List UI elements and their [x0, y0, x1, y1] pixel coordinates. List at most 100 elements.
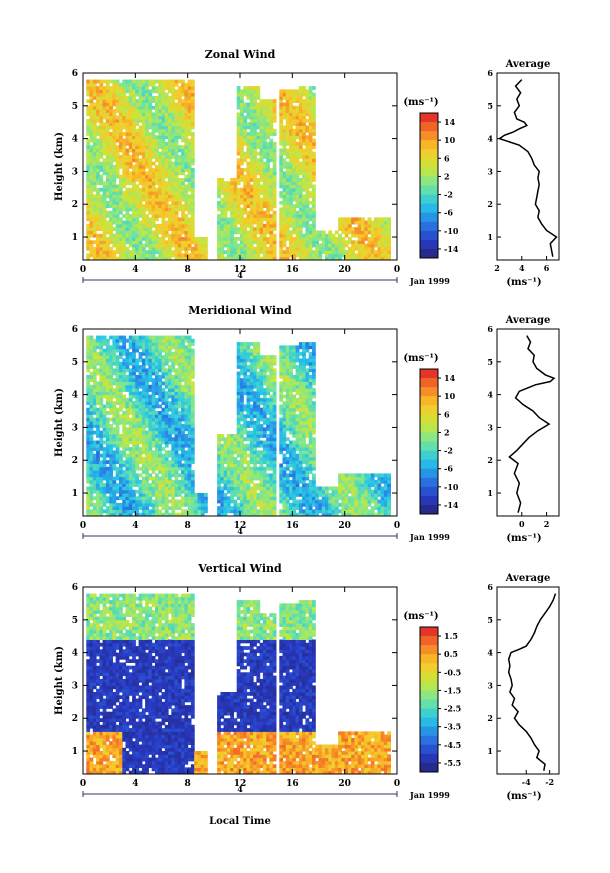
heatmap-cell: [256, 96, 261, 100]
heatmap-cell: [96, 335, 100, 340]
heatmap-cell: [145, 397, 149, 402]
heatmap-cell: [115, 368, 120, 373]
heatmap-cell: [351, 256, 355, 260]
heatmap-cell: [347, 223, 352, 228]
heatmap-cell: [119, 141, 123, 146]
heatmap-cell: [292, 145, 297, 149]
heatmap-cell: [86, 342, 91, 346]
heatmap-cell: [158, 253, 162, 258]
heatmap-cell: [204, 243, 208, 248]
heatmap-cell: [354, 233, 359, 238]
heatmap-cell: [226, 243, 231, 248]
heatmap-cell: [132, 109, 136, 113]
heatmap-cell: [115, 246, 120, 251]
heatmap-cell: [109, 161, 113, 166]
heatmap-cell: [285, 174, 290, 179]
heatmap-cell: [249, 243, 254, 248]
heatmap-cell: [308, 135, 313, 140]
heatmap-cell: [370, 233, 375, 238]
heatmap-cell: [194, 253, 198, 258]
heatmap-cell: [236, 171, 241, 176]
heatmap-cell: [128, 434, 133, 438]
heatmap-cell: [132, 220, 136, 225]
heatmap-cell: [138, 240, 143, 245]
heatmap-cell: [298, 148, 303, 153]
heatmap-cell: [262, 132, 267, 136]
heatmap-cell: [282, 253, 287, 258]
heatmap-cell: [99, 207, 104, 212]
heatmap-cell: [148, 483, 153, 487]
heatmap-cell: [99, 434, 104, 438]
heatmap-cell: [135, 191, 140, 195]
heatmap-cell: [92, 355, 97, 359]
heatmap-cell: [387, 230, 391, 235]
heatmap-cell: [115, 237, 120, 241]
heatmap-cell: [132, 381, 136, 386]
heatmap-cell: [89, 89, 94, 94]
heatmap-cell: [115, 335, 120, 340]
heatmap-cell: [89, 181, 94, 186]
heatmap-cell: [119, 115, 123, 120]
heatmap-cell: [148, 161, 153, 166]
heatmap-cell: [141, 151, 146, 156]
heatmap-cell: [119, 187, 123, 192]
heatmap-cell: [115, 453, 120, 458]
heatmap-cell: [295, 122, 300, 126]
heatmap-cell: [112, 181, 117, 186]
heatmap-cell: [184, 132, 189, 136]
heatmap-cell: [115, 476, 120, 481]
heatmap-cell: [174, 361, 179, 366]
heatmap-cell: [181, 217, 185, 222]
heatmap-cell: [187, 187, 192, 192]
heatmap-cell: [135, 207, 140, 212]
heatmap-cell: [161, 361, 166, 366]
heatmap-cell: [135, 407, 140, 412]
heatmap-cell: [141, 381, 146, 386]
heatmap-cell: [377, 240, 382, 245]
heatmap-cell: [122, 397, 127, 402]
heatmap-cell: [246, 256, 251, 260]
heatmap-cell: [112, 453, 117, 458]
heatmap-cell: [190, 210, 195, 215]
heatmap-cell: [262, 112, 267, 117]
heatmap-cell: [246, 181, 251, 186]
heatmap-cell: [217, 227, 221, 231]
heatmap-cell: [308, 250, 313, 254]
heatmap-cell: [302, 141, 306, 146]
heatmap-cell: [184, 345, 189, 350]
heatmap-cell: [190, 394, 195, 399]
heatmap-cell: [321, 250, 326, 254]
heatmap-cell: [187, 155, 192, 159]
heatmap-cell: [174, 456, 179, 461]
heatmap-cell: [151, 365, 156, 369]
heatmap-cell: [236, 217, 241, 222]
heatmap-cell: [119, 378, 123, 382]
heatmap-cell: [187, 145, 192, 149]
heatmap-cell: [164, 102, 169, 107]
heatmap-cell: [109, 174, 113, 179]
heatmap-cell: [262, 118, 267, 123]
heatmap-cell: [200, 502, 205, 507]
heatmap-cell: [145, 486, 149, 491]
heatmap-cell: [236, 181, 241, 186]
heatmap-cell: [269, 128, 274, 133]
heatmap-cell: [285, 155, 290, 159]
heatmap-cell: [295, 214, 300, 218]
heatmap-cell: [308, 184, 313, 189]
heatmap-cell: [109, 112, 113, 117]
heatmap-cell: [190, 447, 195, 451]
heatmap-cell: [115, 194, 120, 199]
heatmap-cell: [200, 237, 205, 241]
heatmap-cell: [171, 407, 176, 412]
heatmap-cell: [115, 424, 120, 428]
heatmap-cell: [174, 394, 179, 399]
heatmap-cell: [168, 135, 172, 140]
heatmap-cell: [174, 348, 179, 353]
heatmap-cell: [105, 486, 110, 491]
heatmap-cell: [161, 427, 166, 432]
profile-line: [497, 79, 558, 257]
heatmap-cell: [96, 391, 100, 396]
heatmap-cell: [295, 135, 300, 140]
heatmap-cell: [204, 237, 208, 241]
heatmap-cell: [302, 214, 306, 218]
